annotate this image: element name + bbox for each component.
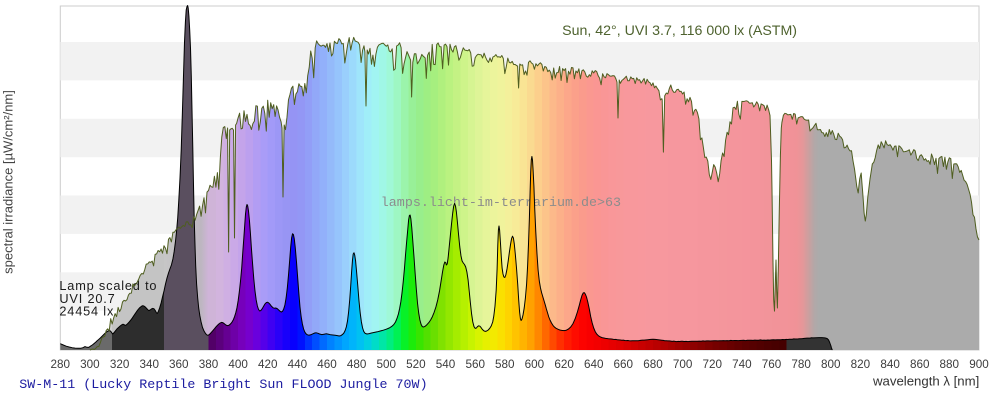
svg-text:380: 380	[199, 358, 219, 371]
svg-text:680: 680	[643, 358, 663, 371]
svg-text:UVI 20.7: UVI 20.7	[59, 291, 115, 306]
svg-text:840: 840	[880, 358, 900, 371]
svg-text:SW-M-11 (Lucky Reptile Bright: SW-M-11 (Lucky Reptile Bright Sun FLOOD …	[19, 378, 427, 393]
svg-text:600: 600	[525, 358, 545, 371]
svg-text:400: 400	[228, 358, 248, 371]
svg-text:24454 lx: 24454 lx	[59, 304, 114, 319]
svg-text:500: 500	[377, 358, 397, 371]
svg-text:900: 900	[969, 358, 989, 371]
svg-text:420: 420	[258, 358, 278, 371]
svg-text:740: 740	[732, 358, 752, 371]
svg-text:640: 640	[584, 358, 604, 371]
svg-text:780: 780	[791, 358, 811, 371]
svg-text:660: 660	[614, 358, 634, 371]
svg-text:700: 700	[673, 358, 693, 371]
svg-text:800: 800	[821, 358, 841, 371]
svg-text:300: 300	[80, 358, 100, 371]
svg-text:860: 860	[910, 358, 930, 371]
svg-text:820: 820	[851, 358, 871, 371]
svg-text:wavelength λ [nm]: wavelength λ [nm]	[872, 374, 979, 389]
svg-text:460: 460	[317, 358, 337, 371]
svg-text:480: 480	[347, 358, 367, 371]
svg-text:760: 760	[762, 358, 782, 371]
svg-text:360: 360	[169, 358, 189, 371]
svg-text:280: 280	[51, 358, 71, 371]
svg-text:580: 580	[495, 358, 515, 371]
svg-text:560: 560	[465, 358, 485, 371]
svg-text:520: 520	[406, 358, 426, 371]
svg-text:Sun, 42°, UVI 3.7, 116 000 lx: Sun, 42°, UVI 3.7, 116 000 lx (ASTM)	[562, 23, 797, 39]
svg-text:320: 320	[110, 358, 130, 371]
svg-text:540: 540	[436, 358, 456, 371]
svg-text:440: 440	[288, 358, 308, 371]
svg-text:720: 720	[702, 358, 722, 371]
svg-text:340: 340	[139, 358, 159, 371]
svg-text:620: 620	[554, 358, 574, 371]
svg-text:880: 880	[940, 358, 960, 371]
svg-text:lamps.licht-im-terrarium.de>63: lamps.licht-im-terrarium.de>63	[381, 196, 621, 211]
svg-text:spectral irradiance [µW/cm²/nm: spectral irradiance [µW/cm²/nm]	[1, 90, 16, 274]
